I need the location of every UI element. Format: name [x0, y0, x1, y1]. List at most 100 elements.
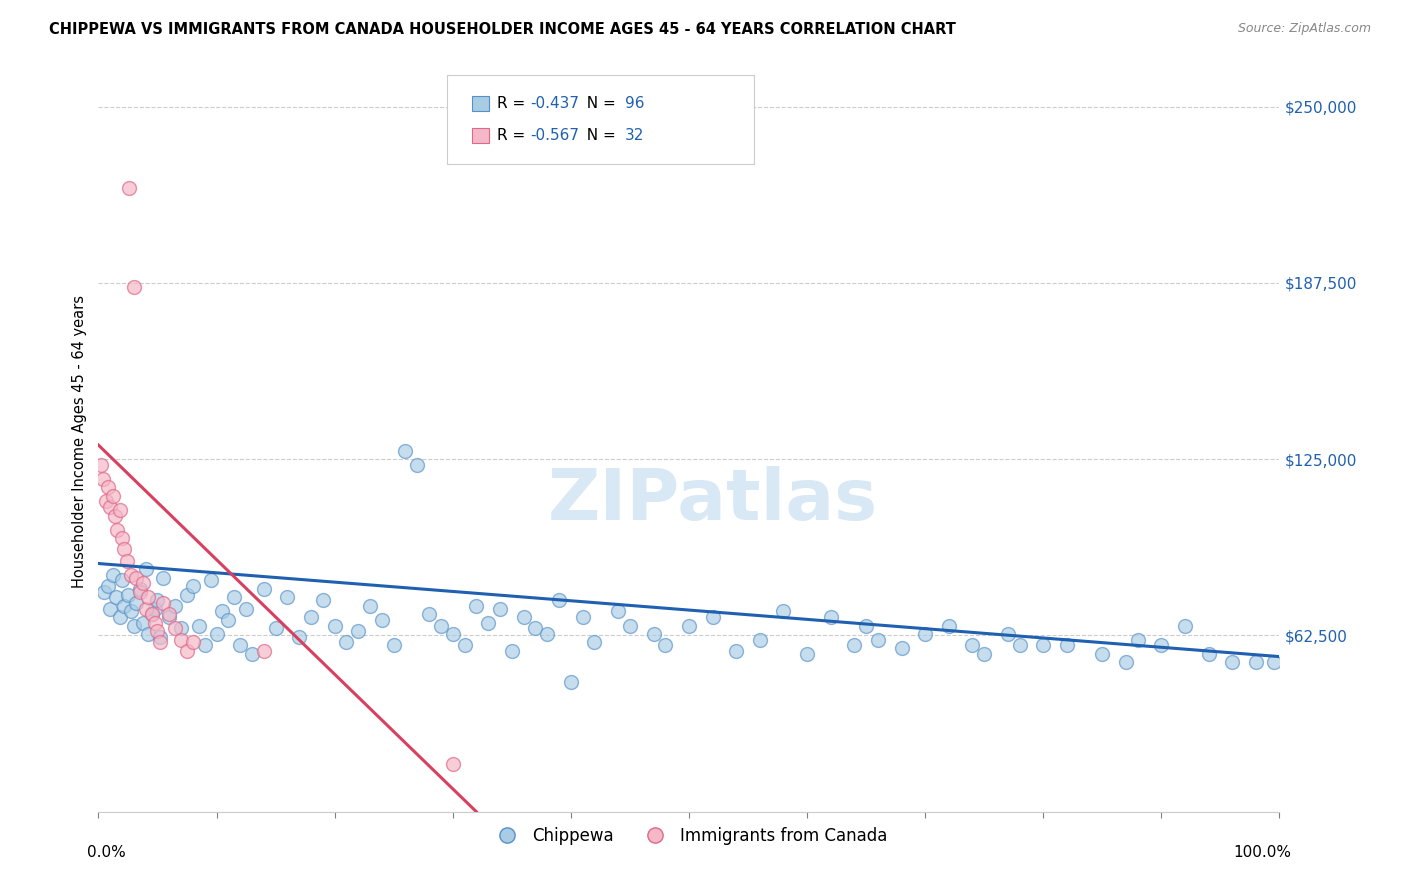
Point	[571, 610, 593, 624]
Point	[973, 647, 995, 661]
Point	[176, 644, 198, 658]
Point	[122, 618, 145, 632]
Point	[122, 280, 145, 294]
Point	[105, 591, 128, 605]
Point	[441, 756, 464, 771]
Point	[90, 458, 112, 472]
Point	[235, 601, 257, 615]
Point	[312, 593, 335, 607]
Point	[359, 599, 381, 613]
Point	[702, 610, 724, 624]
Y-axis label: Householder Income Ages 45 - 64 years: Householder Income Ages 45 - 64 years	[72, 295, 87, 588]
Point	[253, 644, 276, 658]
Point	[229, 638, 252, 652]
Point	[1174, 618, 1197, 632]
Text: Source: ZipAtlas.com: Source: ZipAtlas.com	[1237, 22, 1371, 36]
Point	[181, 635, 204, 649]
Point	[560, 675, 582, 690]
Point	[200, 574, 222, 588]
Point	[844, 638, 866, 652]
Point	[97, 579, 120, 593]
Point	[264, 621, 287, 635]
Point	[101, 567, 124, 582]
Point	[1008, 638, 1031, 652]
Text: N =: N =	[578, 95, 621, 111]
Point	[93, 584, 115, 599]
Point	[141, 607, 163, 622]
Point	[98, 601, 121, 615]
Point	[524, 621, 547, 635]
Point	[136, 627, 159, 641]
Point	[253, 582, 276, 596]
Point	[125, 596, 148, 610]
Point	[136, 591, 159, 605]
Text: R =: R =	[498, 95, 530, 111]
Text: N =: N =	[578, 128, 621, 144]
Point	[132, 615, 155, 630]
Point	[855, 618, 877, 632]
Point	[170, 621, 193, 635]
Point	[128, 582, 150, 596]
Point	[1263, 655, 1285, 669]
Point	[725, 644, 748, 658]
Text: R =: R =	[498, 128, 530, 144]
Point	[1198, 647, 1220, 661]
Point	[1150, 638, 1173, 652]
Point	[465, 599, 488, 613]
Point	[1056, 638, 1078, 652]
Point	[146, 593, 169, 607]
Point	[938, 618, 960, 632]
Point	[149, 630, 172, 644]
Point	[866, 632, 889, 647]
Point	[394, 443, 416, 458]
Point	[211, 605, 233, 619]
Point	[453, 638, 475, 652]
Point	[654, 638, 676, 652]
Point	[205, 627, 228, 641]
Point	[323, 618, 346, 632]
Point	[276, 591, 298, 605]
Point	[104, 508, 127, 523]
Point	[962, 638, 984, 652]
Point	[772, 605, 794, 619]
Point	[1032, 638, 1054, 652]
Point	[157, 610, 180, 624]
Point	[128, 584, 150, 599]
Point	[796, 647, 818, 661]
Point	[91, 472, 114, 486]
Point	[165, 621, 187, 635]
Point	[118, 181, 141, 195]
Point	[914, 627, 936, 641]
Point	[132, 576, 155, 591]
Point	[135, 601, 157, 615]
Point	[1244, 655, 1267, 669]
Text: 96: 96	[624, 95, 644, 111]
Point	[1091, 647, 1114, 661]
Point	[607, 605, 630, 619]
Point	[94, 494, 117, 508]
Point	[97, 480, 120, 494]
Point	[678, 618, 700, 632]
Point	[1220, 655, 1243, 669]
Point	[406, 458, 429, 472]
Point	[371, 613, 394, 627]
Text: 32: 32	[624, 128, 644, 144]
Point	[997, 627, 1019, 641]
Point	[536, 627, 558, 641]
Point	[194, 638, 217, 652]
Point	[149, 635, 172, 649]
Point	[347, 624, 370, 639]
FancyBboxPatch shape	[471, 128, 489, 144]
Point	[111, 531, 134, 545]
Point	[181, 579, 204, 593]
Point	[890, 641, 912, 656]
Point	[748, 632, 770, 647]
Point	[441, 627, 464, 641]
Point	[152, 596, 174, 610]
Legend: Chippewa, Immigrants from Canada: Chippewa, Immigrants from Canada	[484, 820, 894, 852]
Point	[101, 489, 124, 503]
Point	[477, 615, 499, 630]
Point	[1126, 632, 1149, 647]
Point	[112, 542, 135, 557]
Point	[146, 624, 169, 639]
